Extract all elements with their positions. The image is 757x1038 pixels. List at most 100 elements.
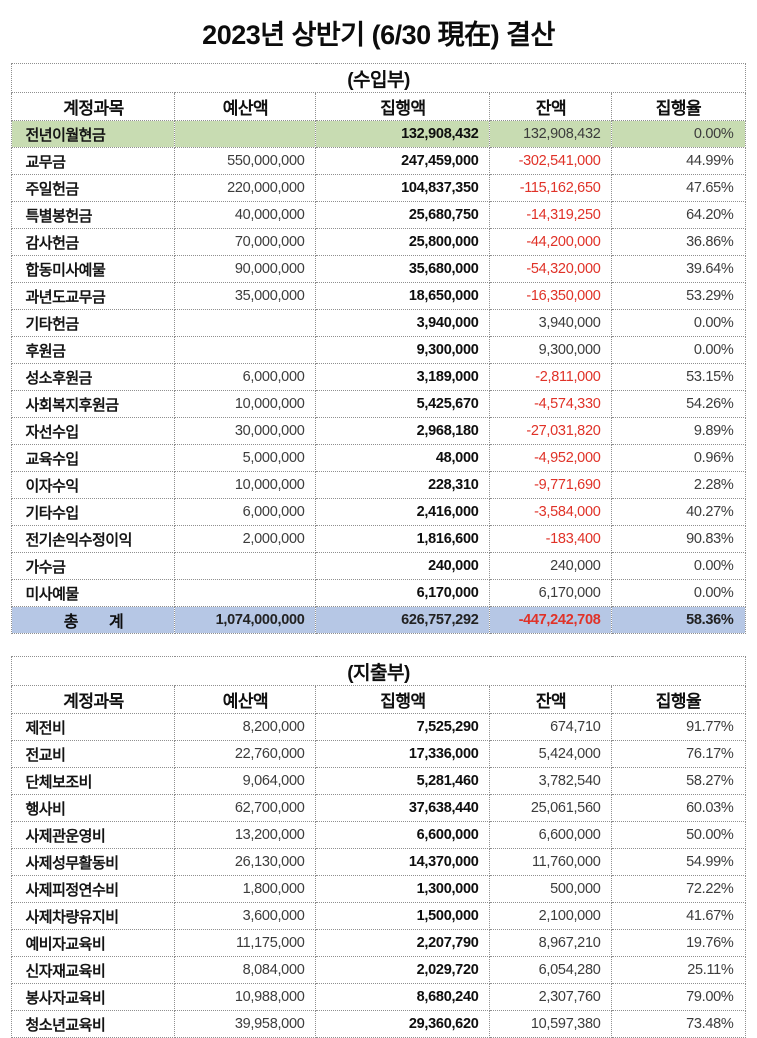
balance-cell: -447,242,708 [489, 606, 613, 634]
account-cell: 성소후원금 [11, 363, 176, 391]
executed-cell: 6,600,000 [315, 821, 491, 849]
executed-cell: 37,638,440 [315, 794, 491, 822]
executed-cell: 29,360,620 [315, 1010, 491, 1038]
account-cell: 특별봉헌금 [11, 201, 176, 229]
account-cell: 자선수입 [11, 417, 176, 445]
budget-cell: 39,958,000 [174, 1010, 317, 1038]
account-cell: 사회복지후원금 [11, 390, 176, 418]
executed-cell: 6,170,000 [315, 579, 491, 607]
budget-cell: 10,988,000 [174, 983, 317, 1011]
rate-cell: 9.89% [611, 417, 746, 445]
rate-cell: 0.00% [611, 579, 746, 607]
executed-cell: 5,281,460 [315, 767, 491, 795]
table-row: 교무금 550,000,000 247,459,000 -302,541,000 44.… [11, 147, 746, 175]
table-row: 기타헌금 3,940,000 3,940,000 0.00% [11, 309, 746, 337]
column-header: 계정과목 [11, 92, 176, 121]
executed-cell: 2,968,180 [315, 417, 491, 445]
rate-cell: 90.83% [611, 525, 746, 553]
rate-cell: 0.00% [611, 120, 746, 148]
budget-cell: 6,000,000 [174, 363, 317, 391]
executed-cell: 1,500,000 [315, 902, 491, 930]
executed-cell: 626,757,292 [315, 606, 491, 634]
executed-cell: 3,940,000 [315, 309, 491, 337]
executed-cell: 2,416,000 [315, 498, 491, 526]
account-cell: 단체보조비 [11, 767, 176, 795]
table-row: 예비자교육비 11,175,000 2,207,790 8,967,210 19.76% [11, 929, 746, 957]
account-cell: 사제관운영비 [11, 821, 176, 849]
balance-cell: 3,940,000 [489, 309, 613, 337]
column-header: 계정과목 [11, 685, 176, 714]
expense-section-row: (지출부) [11, 656, 746, 686]
executed-cell: 48,000 [315, 444, 491, 472]
account-cell: 감사헌금 [11, 228, 176, 256]
table-row: 자선수입 30,000,000 2,968,180 -27,031,820 9.89% [11, 417, 746, 445]
budget-cell: 30,000,000 [174, 417, 317, 445]
executed-cell: 3,189,000 [315, 363, 491, 391]
executed-cell: 8,680,240 [315, 983, 491, 1011]
balance-cell: 6,600,000 [489, 821, 613, 849]
balance-cell: -54,320,000 [489, 255, 613, 283]
table-row: 교육수입 5,000,000 48,000 -4,952,000 0.96% [11, 444, 746, 472]
rate-cell: 19.76% [611, 929, 746, 957]
column-header: 집행율 [611, 92, 746, 121]
rate-cell: 64.20% [611, 201, 746, 229]
income-section-title: (수입부) [11, 63, 746, 93]
income-table-body: 전년이월현금 132,908,432 132,908,432 0.00% 교무금 550,… [11, 120, 746, 634]
balance-cell: 10,597,380 [489, 1010, 613, 1038]
balance-cell: 3,782,540 [489, 767, 613, 795]
executed-cell: 228,310 [315, 471, 491, 499]
column-header: 예산액 [174, 685, 317, 714]
executed-cell: 25,680,750 [315, 201, 491, 229]
column-header: 잔액 [489, 685, 613, 714]
budget-cell [174, 120, 317, 148]
account-cell: 제전비 [11, 713, 176, 741]
income-section-row: (수입부) [11, 63, 746, 93]
budget-cell: 10,000,000 [174, 390, 317, 418]
rate-cell: 47.65% [611, 174, 746, 202]
rate-cell: 58.36% [611, 606, 746, 634]
budget-cell: 1,074,000,000 [174, 606, 317, 634]
table-row: 감사헌금 70,000,000 25,800,000 -44,200,000 36.86… [11, 228, 746, 256]
account-cell: 이자수익 [11, 471, 176, 499]
account-cell: 신자재교육비 [11, 956, 176, 984]
budget-cell: 11,175,000 [174, 929, 317, 957]
budget-cell: 8,200,000 [174, 713, 317, 741]
executed-cell: 5,425,670 [315, 390, 491, 418]
table-row: 전기손익수정이익 2,000,000 1,816,600 -183,400 90.83% [11, 525, 746, 553]
table-row: 행사비 62,700,000 37,638,440 25,061,560 60.03% [11, 794, 746, 822]
rate-cell: 44.99% [611, 147, 746, 175]
account-cell: 행사비 [11, 794, 176, 822]
executed-cell: 1,816,600 [315, 525, 491, 553]
page-title: 2023년 상반기 (6/30 現在) 결산 [202, 20, 555, 50]
balance-cell: 240,000 [489, 552, 613, 580]
executed-cell: 132,908,432 [315, 120, 491, 148]
balance-cell: 500,000 [489, 875, 613, 903]
executed-cell: 247,459,000 [315, 147, 491, 175]
table-row: 이자수익 10,000,000 228,310 -9,771,690 2.28% [11, 471, 746, 499]
executed-cell: 9,300,000 [315, 336, 491, 364]
budget-cell: 62,700,000 [174, 794, 317, 822]
executed-cell: 2,029,720 [315, 956, 491, 984]
account-cell: 봉사자교육비 [11, 983, 176, 1011]
table-row: 미사예물 6,170,000 6,170,000 0.00% [11, 579, 746, 607]
table-row: 기타수입 6,000,000 2,416,000 -3,584,000 40.27% [11, 498, 746, 526]
expense-table-body: 제전비 8,200,000 7,525,290 674,710 91.77% 전교비 22,… [11, 713, 746, 1038]
budget-cell: 10,000,000 [174, 471, 317, 499]
account-cell: 전교비 [11, 740, 176, 768]
account-cell: 사제성무활동비 [11, 848, 176, 876]
table-row: 사제성무활동비 26,130,000 14,370,000 11,760,000 54.… [11, 848, 746, 876]
expense-table: (지출부) 계정과목 예산액 집행액 잔액 집행율 제전비 8,200,000 7,525,… [11, 656, 746, 1038]
table-row: 과년도교무금 35,000,000 18,650,000 -16,350,000 53.… [11, 282, 746, 310]
account-cell: 기타헌금 [11, 309, 176, 337]
account-cell: 총 계 [11, 606, 176, 634]
account-cell: 전년이월현금 [11, 120, 176, 148]
balance-cell: 9,300,000 [489, 336, 613, 364]
budget-cell: 13,200,000 [174, 821, 317, 849]
budget-cell [174, 309, 317, 337]
balance-cell: 6,054,280 [489, 956, 613, 984]
rate-cell: 39.64% [611, 255, 746, 283]
account-cell: 미사예물 [11, 579, 176, 607]
table-row: 가수금 240,000 240,000 0.00% [11, 552, 746, 580]
balance-cell: 132,908,432 [489, 120, 613, 148]
column-header: 집행액 [315, 685, 491, 714]
